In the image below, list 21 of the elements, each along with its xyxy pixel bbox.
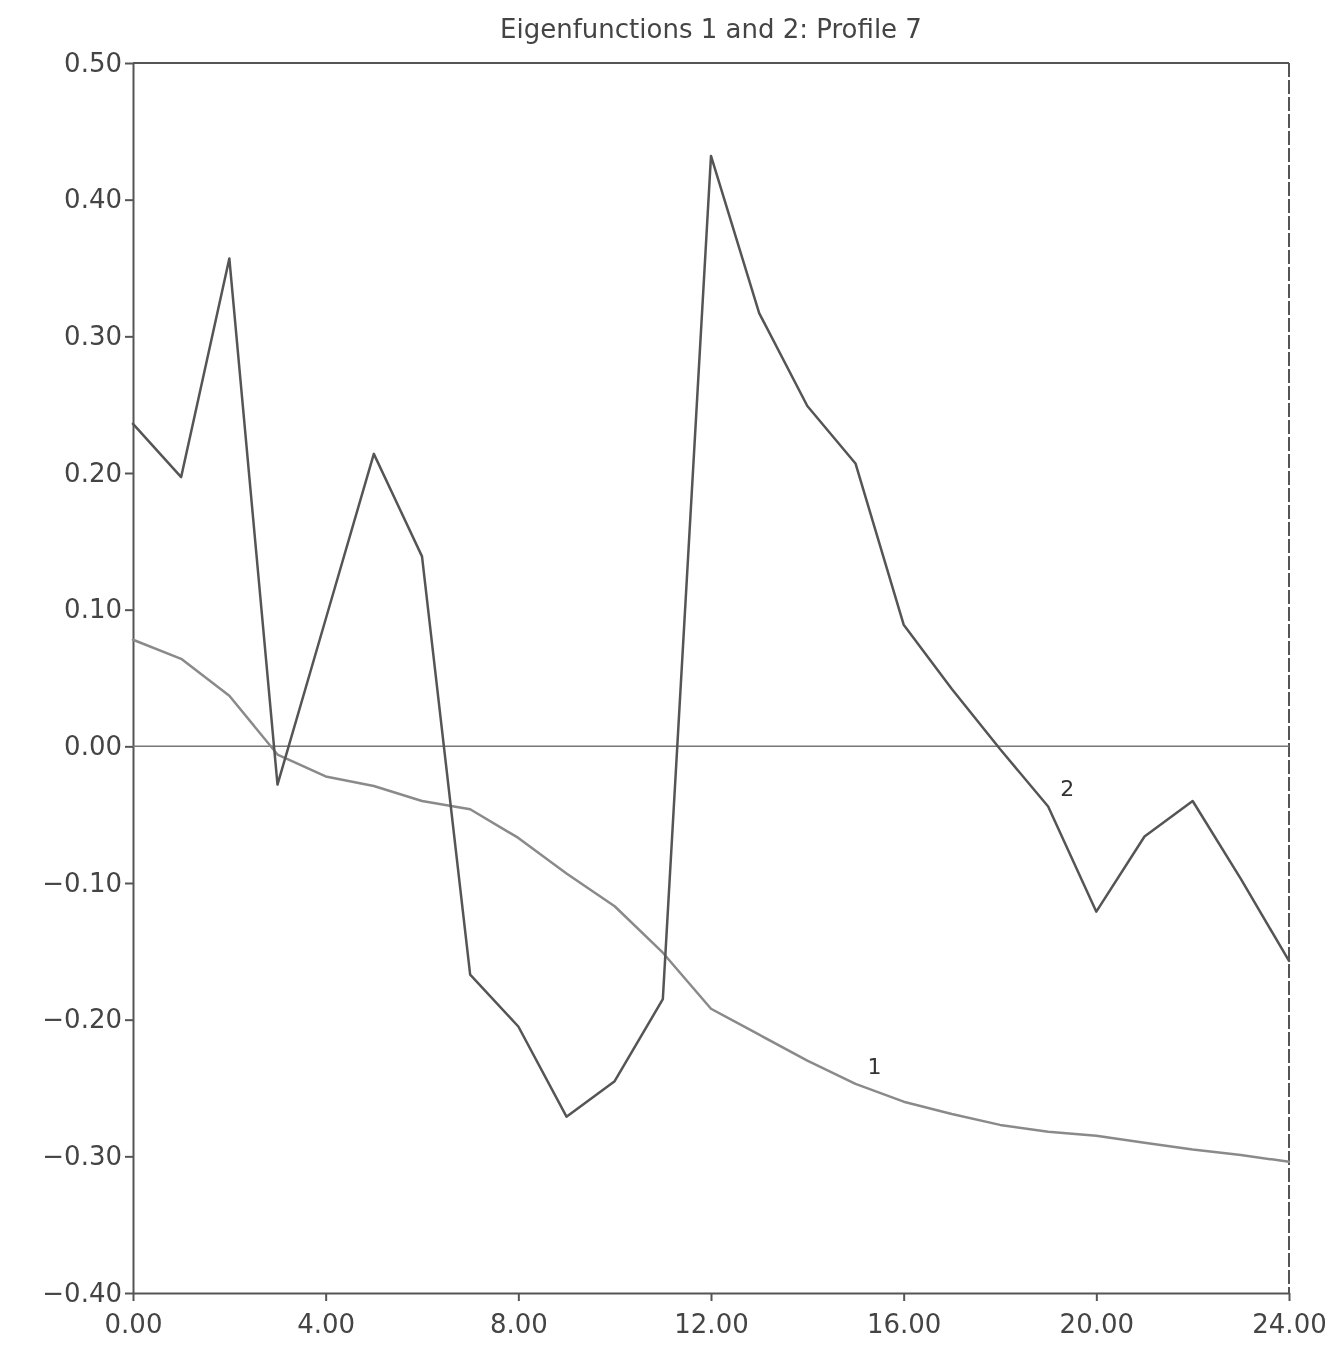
x-tick-label: 8.00 [489, 1308, 548, 1339]
series-label: 1 [867, 1053, 882, 1079]
x-tick-label: 4.00 [297, 1308, 356, 1339]
y-tick-label: 0.10 [64, 594, 122, 625]
x-tick-label: 12.00 [674, 1308, 749, 1339]
chart-title: Eigenfunctions 1 and 2: Profile 7 [500, 14, 922, 44]
y-tick-label: 0.20 [64, 457, 122, 488]
x-tick-label: 16.00 [866, 1308, 942, 1339]
series-label: 2 [1060, 776, 1075, 802]
y-tick-label: −0.40 [42, 1277, 122, 1308]
y-tick-label: 0.30 [64, 321, 122, 352]
y-tick-label: 0.50 [64, 47, 122, 78]
x-tick-label: 24.00 [1252, 1308, 1327, 1339]
x-tick-label: 0.00 [104, 1308, 163, 1339]
x-tick-label: 20.00 [1059, 1308, 1135, 1339]
y-tick-label: −0.10 [42, 867, 122, 898]
y-tick-label: −0.20 [42, 1004, 122, 1035]
y-tick-label: 0.00 [64, 731, 122, 762]
y-tick-label: −0.30 [42, 1141, 122, 1172]
line-series [131, 638, 1291, 1164]
y-tick-label: 0.40 [64, 184, 122, 215]
